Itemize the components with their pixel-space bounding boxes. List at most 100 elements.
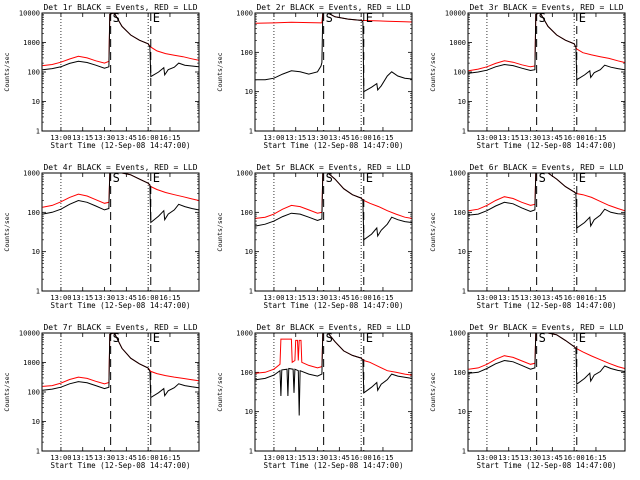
- x-tick-label: 16:00: [351, 454, 372, 462]
- y-tick-label: 100: [27, 209, 40, 217]
- y-tick-label: 1: [249, 288, 253, 296]
- x-tick-label: 13:45: [542, 134, 563, 142]
- chart-panel-2: Det 2r BLACK = Events, RED = LLD 1 10 100 10…: [216, 3, 413, 150]
- x-axis-label: Start Time (12-Sep-08 14:47:00): [477, 461, 617, 470]
- x-tick-label: 16:00: [138, 454, 159, 462]
- event-marker-label: S: [113, 11, 120, 25]
- y-tick-label: 100: [453, 69, 466, 77]
- x-tick-label: 13:00: [50, 134, 71, 142]
- y-axis-label: Counts/sec: [429, 52, 437, 91]
- y-tick-label: 1: [249, 448, 253, 456]
- plot-frame: [467, 172, 626, 292]
- y-tick-label: 10000: [445, 10, 466, 18]
- y-tick-label: 1: [462, 288, 466, 296]
- y-tick-label: 10: [245, 408, 253, 416]
- x-tick-label: 13:00: [263, 134, 284, 142]
- y-tick-label: 10: [458, 248, 466, 256]
- x-tick-label: 13:15: [72, 294, 93, 302]
- x-tick-label: 13:00: [476, 454, 497, 462]
- y-tick-label: 1000: [236, 330, 253, 338]
- x-tick-label: 13:45: [116, 134, 137, 142]
- y-tick-label: 10000: [19, 330, 40, 338]
- event-marker-label: S: [326, 11, 333, 25]
- x-tick-label: 13:15: [285, 294, 306, 302]
- series-line-red: [468, 333, 625, 370]
- x-tick-label: 13:30: [307, 134, 328, 142]
- y-tick-label: 100: [27, 389, 40, 397]
- plot-frame: [41, 12, 200, 132]
- y-tick-label: 1000: [449, 170, 466, 178]
- event-marker-label: S: [326, 331, 333, 345]
- event-marker-label: S: [539, 331, 546, 345]
- y-axis-label: Counts/sec: [3, 52, 11, 91]
- y-tick-label: 1000: [236, 170, 253, 178]
- event-marker-label: E: [579, 11, 586, 25]
- panel-title: Det 4r BLACK = Events, RED = LLD: [43, 163, 197, 172]
- x-tick-label: 13:30: [94, 454, 115, 462]
- chart-panel-7: Det 7r BLACK = Events, RED = LLD 1 10 100 10…: [3, 323, 200, 470]
- x-tick-label: 16:15: [372, 134, 393, 142]
- y-tick-label: 1000: [23, 359, 40, 367]
- event-marker-label: E: [153, 11, 160, 25]
- x-tick-label: 16:00: [138, 294, 159, 302]
- x-tick-label: 16:15: [372, 454, 393, 462]
- x-axis-label: Start Time (12-Sep-08 14:47:00): [477, 141, 617, 150]
- series-line-black: [255, 13, 412, 93]
- y-tick-label: 10: [458, 408, 466, 416]
- x-tick-label: 16:15: [585, 294, 606, 302]
- plot-frame: [254, 172, 413, 292]
- plot-frame: [254, 332, 413, 452]
- y-axis-label: Counts/sec: [216, 52, 224, 91]
- y-tick-label: 10: [245, 248, 253, 256]
- event-marker-label: S: [113, 171, 120, 185]
- x-axis-label: Start Time (12-Sep-08 14:47:00): [264, 141, 404, 150]
- y-tick-label: 10: [32, 248, 40, 256]
- x-axis-label: Start Time (12-Sep-08 14:47:00): [264, 301, 404, 310]
- x-tick-label: 16:00: [351, 294, 372, 302]
- x-tick-label: 13:15: [72, 134, 93, 142]
- chart-panel-8: Det 8r BLACK = Events, RED = LLD 1 10 100 10…: [216, 323, 413, 470]
- y-tick-label: 10: [32, 418, 40, 426]
- x-tick-label: 13:45: [329, 454, 350, 462]
- x-tick-label: 13:15: [285, 454, 306, 462]
- x-tick-label: 13:30: [520, 454, 541, 462]
- event-marker-label: E: [366, 11, 373, 25]
- x-tick-label: 13:00: [476, 294, 497, 302]
- y-tick-label: 1: [36, 288, 40, 296]
- y-tick-label: 100: [27, 69, 40, 77]
- y-tick-label: 1000: [236, 10, 253, 18]
- series-line-black: [42, 173, 199, 224]
- series-line-black: [468, 333, 625, 386]
- series-line-black: [255, 333, 412, 416]
- x-tick-label: 16:00: [564, 454, 585, 462]
- y-axis-label: Counts/sec: [3, 372, 11, 411]
- series-line-red: [42, 173, 199, 208]
- x-tick-label: 13:45: [542, 294, 563, 302]
- plot-frame: [41, 332, 200, 452]
- x-tick-label: 13:15: [72, 454, 93, 462]
- chart-panel-3: Det 3r BLACK = Events, RED = LLD 1 10 100 10…: [429, 3, 626, 150]
- x-tick-label: 13:30: [94, 134, 115, 142]
- y-tick-label: 10000: [19, 10, 40, 18]
- plot-frame: [467, 12, 626, 132]
- y-tick-label: 1000: [23, 39, 40, 47]
- panel-title: Det 1r BLACK = Events, RED = LLD: [43, 3, 197, 12]
- y-axis-label: Counts/sec: [3, 212, 11, 251]
- x-tick-label: 13:45: [116, 294, 137, 302]
- x-tick-label: 16:00: [138, 134, 159, 142]
- x-axis-label: Start Time (12-Sep-08 14:47:00): [51, 141, 191, 150]
- x-axis-label: Start Time (12-Sep-08 14:47:00): [51, 461, 191, 470]
- series-line-red: [468, 173, 625, 212]
- y-tick-label: 10: [32, 98, 40, 106]
- x-tick-label: 13:00: [50, 294, 71, 302]
- event-marker-label: E: [579, 331, 586, 345]
- chart-panel-6: Det 6r BLACK = Events, RED = LLD 1 10 100 10…: [429, 163, 626, 310]
- x-tick-label: 16:15: [372, 294, 393, 302]
- panel-title: Det 3r BLACK = Events, RED = LLD: [469, 3, 623, 12]
- chart-panel-1: Det 1r BLACK = Events, RED = LLD 1 10 100 10…: [3, 3, 200, 150]
- x-tick-label: 13:00: [263, 294, 284, 302]
- y-tick-label: 1: [462, 448, 466, 456]
- x-tick-label: 13:45: [116, 454, 137, 462]
